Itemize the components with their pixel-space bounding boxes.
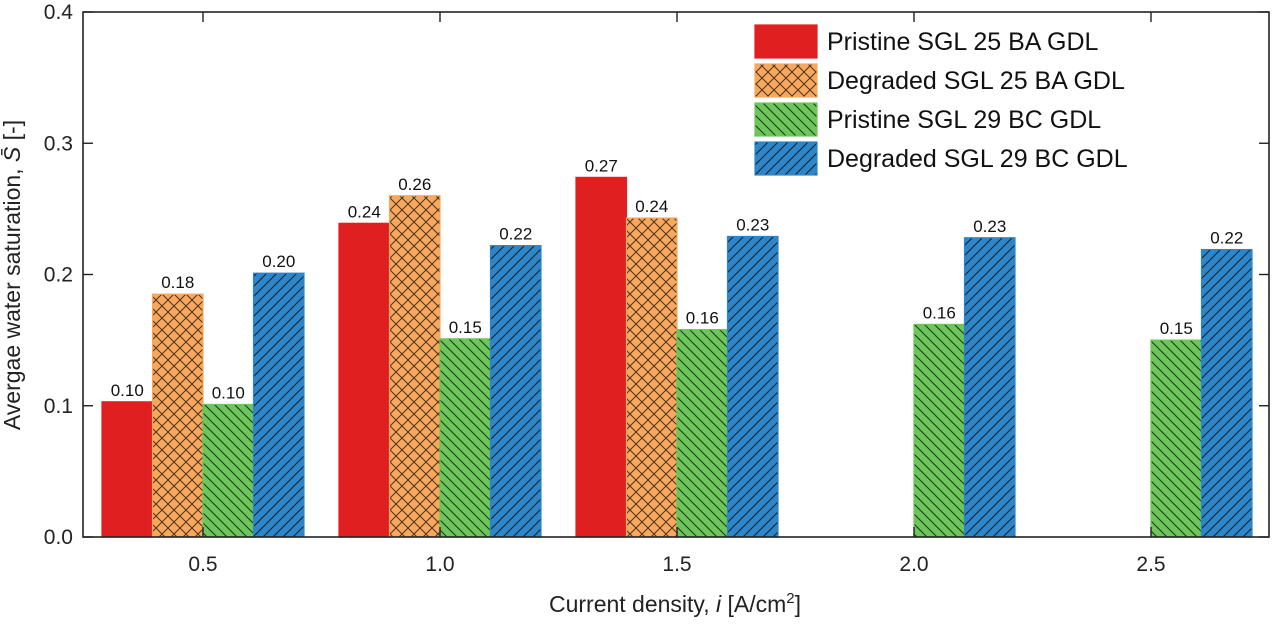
axis-tick-labels: 0.0 0.1 0.2 0.3 0.4 0.5 1.0 1.5 2.0 2.5 xyxy=(44,1,1166,576)
bar-degraded-sgl-29-bc-gdl-2.0 xyxy=(963,237,1016,538)
bar-pristine-sgl-29-bc-gdl-0.5 xyxy=(202,403,255,538)
bar-pristine-sgl-29-bc-gdl-2.0 xyxy=(913,323,966,538)
data-label-pristine-sgl-25-ba-gdl-1.0: 0.24 xyxy=(348,202,381,221)
bar-pristine-sgl-25-ba-gdl-1.0 xyxy=(338,222,391,538)
bar-pristine-sgl-25-ba-gdl-1.5 xyxy=(575,176,628,538)
data-label-degraded-sgl-25-ba-gdl-0.5: 0.18 xyxy=(161,273,194,292)
axis-ticks xyxy=(83,11,1269,538)
bar-degraded-sgl-25-ba-gdl-0.5 xyxy=(151,293,204,538)
data-label-pristine-sgl-25-ba-gdl-1.5: 0.27 xyxy=(585,156,618,175)
bars-layer xyxy=(101,176,1253,538)
data-label-pristine-sgl-29-bc-gdl-1.5: 0.16 xyxy=(686,309,719,328)
x-tick-label: 2.5 xyxy=(1136,553,1165,576)
legend-label-pristine-sgl-25-ba-gdl: Pristine SGL 25 BA GDL xyxy=(827,28,1099,56)
legend-label-degraded-sgl-25-ba-gdl: Degraded SGL 25 BA GDL xyxy=(827,67,1125,95)
bar-degraded-sgl-29-bc-gdl-1.5 xyxy=(726,235,779,538)
bar-degraded-sgl-25-ba-gdl-1.5 xyxy=(625,217,678,538)
bar-pristine-sgl-29-bc-gdl-1.0 xyxy=(439,338,492,538)
legend-swatch-degraded-sgl-29-bc-gdl xyxy=(754,141,818,176)
legend-label-pristine-sgl-29-bc-gdl: Pristine SGL 29 BC GDL xyxy=(827,106,1101,134)
x-tick-label: 2.0 xyxy=(899,553,928,576)
data-label-degraded-sgl-29-bc-gdl-0.5: 0.20 xyxy=(262,252,295,271)
data-label-pristine-sgl-25-ba-gdl-0.5: 0.10 xyxy=(111,381,144,400)
legend-label-degraded-sgl-29-bc-gdl: Degraded SGL 29 BC GDL xyxy=(827,145,1128,173)
bar-degraded-sgl-29-bc-gdl-2.5 xyxy=(1200,248,1253,538)
data-label-pristine-sgl-29-bc-gdl-1.0: 0.15 xyxy=(449,318,482,337)
y-tick-label: 0.1 xyxy=(44,395,73,418)
legend-swatch-pristine-sgl-25-ba-gdl xyxy=(754,24,818,59)
bar-pristine-sgl-29-bc-gdl-1.5 xyxy=(676,329,729,538)
x-tick-label: 0.5 xyxy=(188,553,217,576)
y-tick-label: 0.0 xyxy=(44,526,73,549)
x-tick-label: 1.0 xyxy=(425,553,454,576)
legend-swatch-degraded-sgl-25-ba-gdl xyxy=(754,63,818,98)
data-label-degraded-sgl-29-bc-gdl-1.5: 0.23 xyxy=(736,215,769,234)
bar-degraded-sgl-29-bc-gdl-1.0 xyxy=(489,245,542,538)
bar-pristine-sgl-25-ba-gdl-0.5 xyxy=(101,401,154,538)
data-label-degraded-sgl-25-ba-gdl-1.0: 0.26 xyxy=(398,175,431,194)
y-tick-label: 0.4 xyxy=(44,1,74,24)
bar-pristine-sgl-29-bc-gdl-2.5 xyxy=(1150,339,1203,538)
data-label-pristine-sgl-29-bc-gdl-0.5: 0.10 xyxy=(212,383,245,402)
data-label-degraded-sgl-29-bc-gdl-2.0: 0.23 xyxy=(973,217,1006,236)
y-tick-label: 0.3 xyxy=(44,132,73,155)
data-label-degraded-sgl-25-ba-gdl-1.5: 0.24 xyxy=(635,197,668,216)
data-label-pristine-sgl-29-bc-gdl-2.0: 0.16 xyxy=(923,303,956,322)
legend: Pristine SGL 25 BA GDL Degraded SGL 25 BA… xyxy=(754,24,1128,176)
x-tick-label: 1.5 xyxy=(662,553,691,576)
data-label-degraded-sgl-29-bc-gdl-1.0: 0.22 xyxy=(499,225,532,244)
y-tick-label: 0.2 xyxy=(44,264,73,287)
data-labels-layer: 0.10 0.24 0.27 0.18 0.26 0.24 0.10 0.15 0.16 0.16… xyxy=(111,156,1244,402)
legend-swatch-pristine-sgl-29-bc-gdl xyxy=(754,102,818,137)
bar-degraded-sgl-29-bc-gdl-0.5 xyxy=(252,272,305,538)
y-axis-title: Avergae water saturation, S̄ [-] xyxy=(0,120,25,430)
bar-degraded-sgl-25-ba-gdl-1.0 xyxy=(388,195,441,538)
data-label-degraded-sgl-29-bc-gdl-2.5: 0.22 xyxy=(1210,229,1243,248)
x-axis-title: Current density, i [A/cm2] xyxy=(549,590,801,617)
data-label-pristine-sgl-29-bc-gdl-2.5: 0.15 xyxy=(1160,319,1193,338)
